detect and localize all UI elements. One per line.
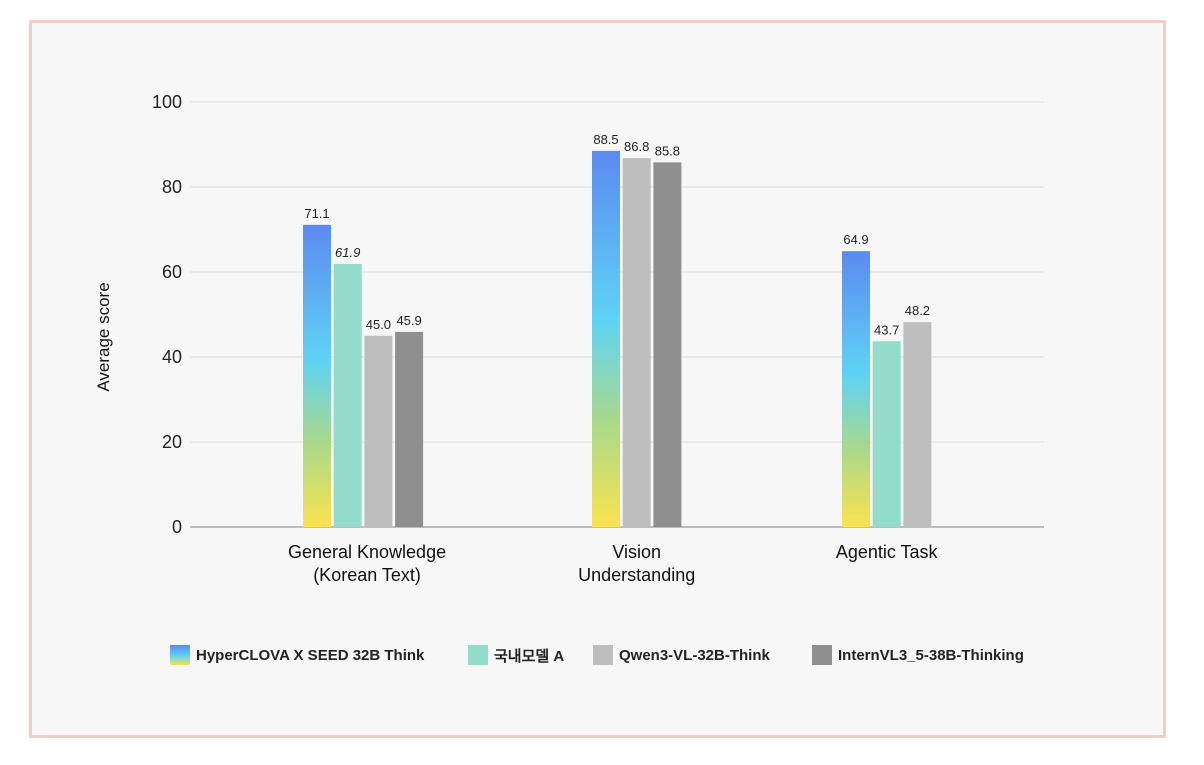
- data-label: 43.7: [874, 322, 899, 337]
- bar: [333, 263, 362, 527]
- legend-swatch: [170, 645, 190, 665]
- legend-swatch: [593, 645, 613, 665]
- legend-label: 국내모델 A: [494, 647, 565, 665]
- y-tick-label: 100: [152, 92, 182, 112]
- bar: [903, 322, 932, 527]
- legend-swatch: [812, 645, 832, 665]
- x-category-label: General Knowledge: [288, 542, 446, 562]
- x-category-label: Understanding: [578, 565, 695, 585]
- data-label: 86.8: [624, 139, 649, 154]
- data-label: 45.0: [366, 317, 391, 332]
- y-tick-label: 80: [162, 177, 182, 197]
- legend-item: 국내모델 A: [468, 643, 564, 667]
- legend-swatch: [468, 645, 488, 665]
- bar: [395, 331, 424, 527]
- legend-item: HyperCLOVA X SEED 32B Think: [170, 643, 424, 667]
- data-label: 45.9: [396, 313, 421, 328]
- legend-item: Qwen3-VL-32B-Think: [593, 643, 770, 667]
- data-label: 64.9: [843, 232, 868, 247]
- data-label: 61.9: [335, 245, 360, 260]
- data-label: 88.5: [593, 132, 618, 147]
- bar: [303, 224, 331, 527]
- y-axis-label: Average score: [94, 282, 113, 391]
- data-label: 48.2: [905, 303, 930, 318]
- bar: [872, 341, 901, 527]
- bar: [364, 335, 393, 527]
- bar: [842, 251, 870, 528]
- legend-label: InternVL3_5-38B-Thinking: [838, 646, 1024, 664]
- x-category-label: (Korean Text): [313, 565, 421, 585]
- data-label: 71.1: [304, 206, 329, 221]
- bar: [622, 158, 651, 527]
- data-label: 85.8: [655, 143, 680, 158]
- y-tick-label: 40: [162, 347, 182, 367]
- y-tick-label: 60: [162, 262, 182, 282]
- x-category-label: Vision: [612, 542, 661, 562]
- y-tick-label: 20: [162, 432, 182, 452]
- bar: [592, 150, 620, 527]
- x-category-label: Agentic Task: [836, 542, 939, 562]
- legend-item: InternVL3_5-38B-Thinking: [812, 643, 1024, 667]
- legend-label: HyperCLOVA X SEED 32B Think: [196, 646, 425, 664]
- y-tick-label: 0: [172, 517, 182, 537]
- bar: [653, 162, 682, 527]
- legend-label: Qwen3-VL-32B-Think: [619, 646, 770, 664]
